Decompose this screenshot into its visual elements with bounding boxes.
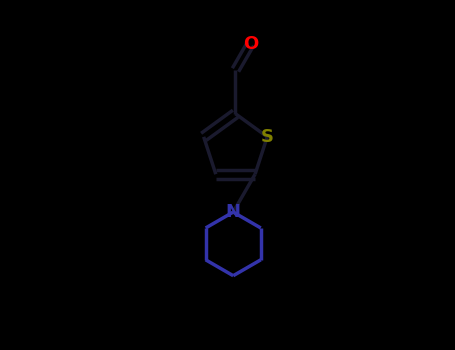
Text: O: O <box>243 35 258 53</box>
Text: S: S <box>261 128 274 146</box>
Text: N: N <box>226 203 241 221</box>
